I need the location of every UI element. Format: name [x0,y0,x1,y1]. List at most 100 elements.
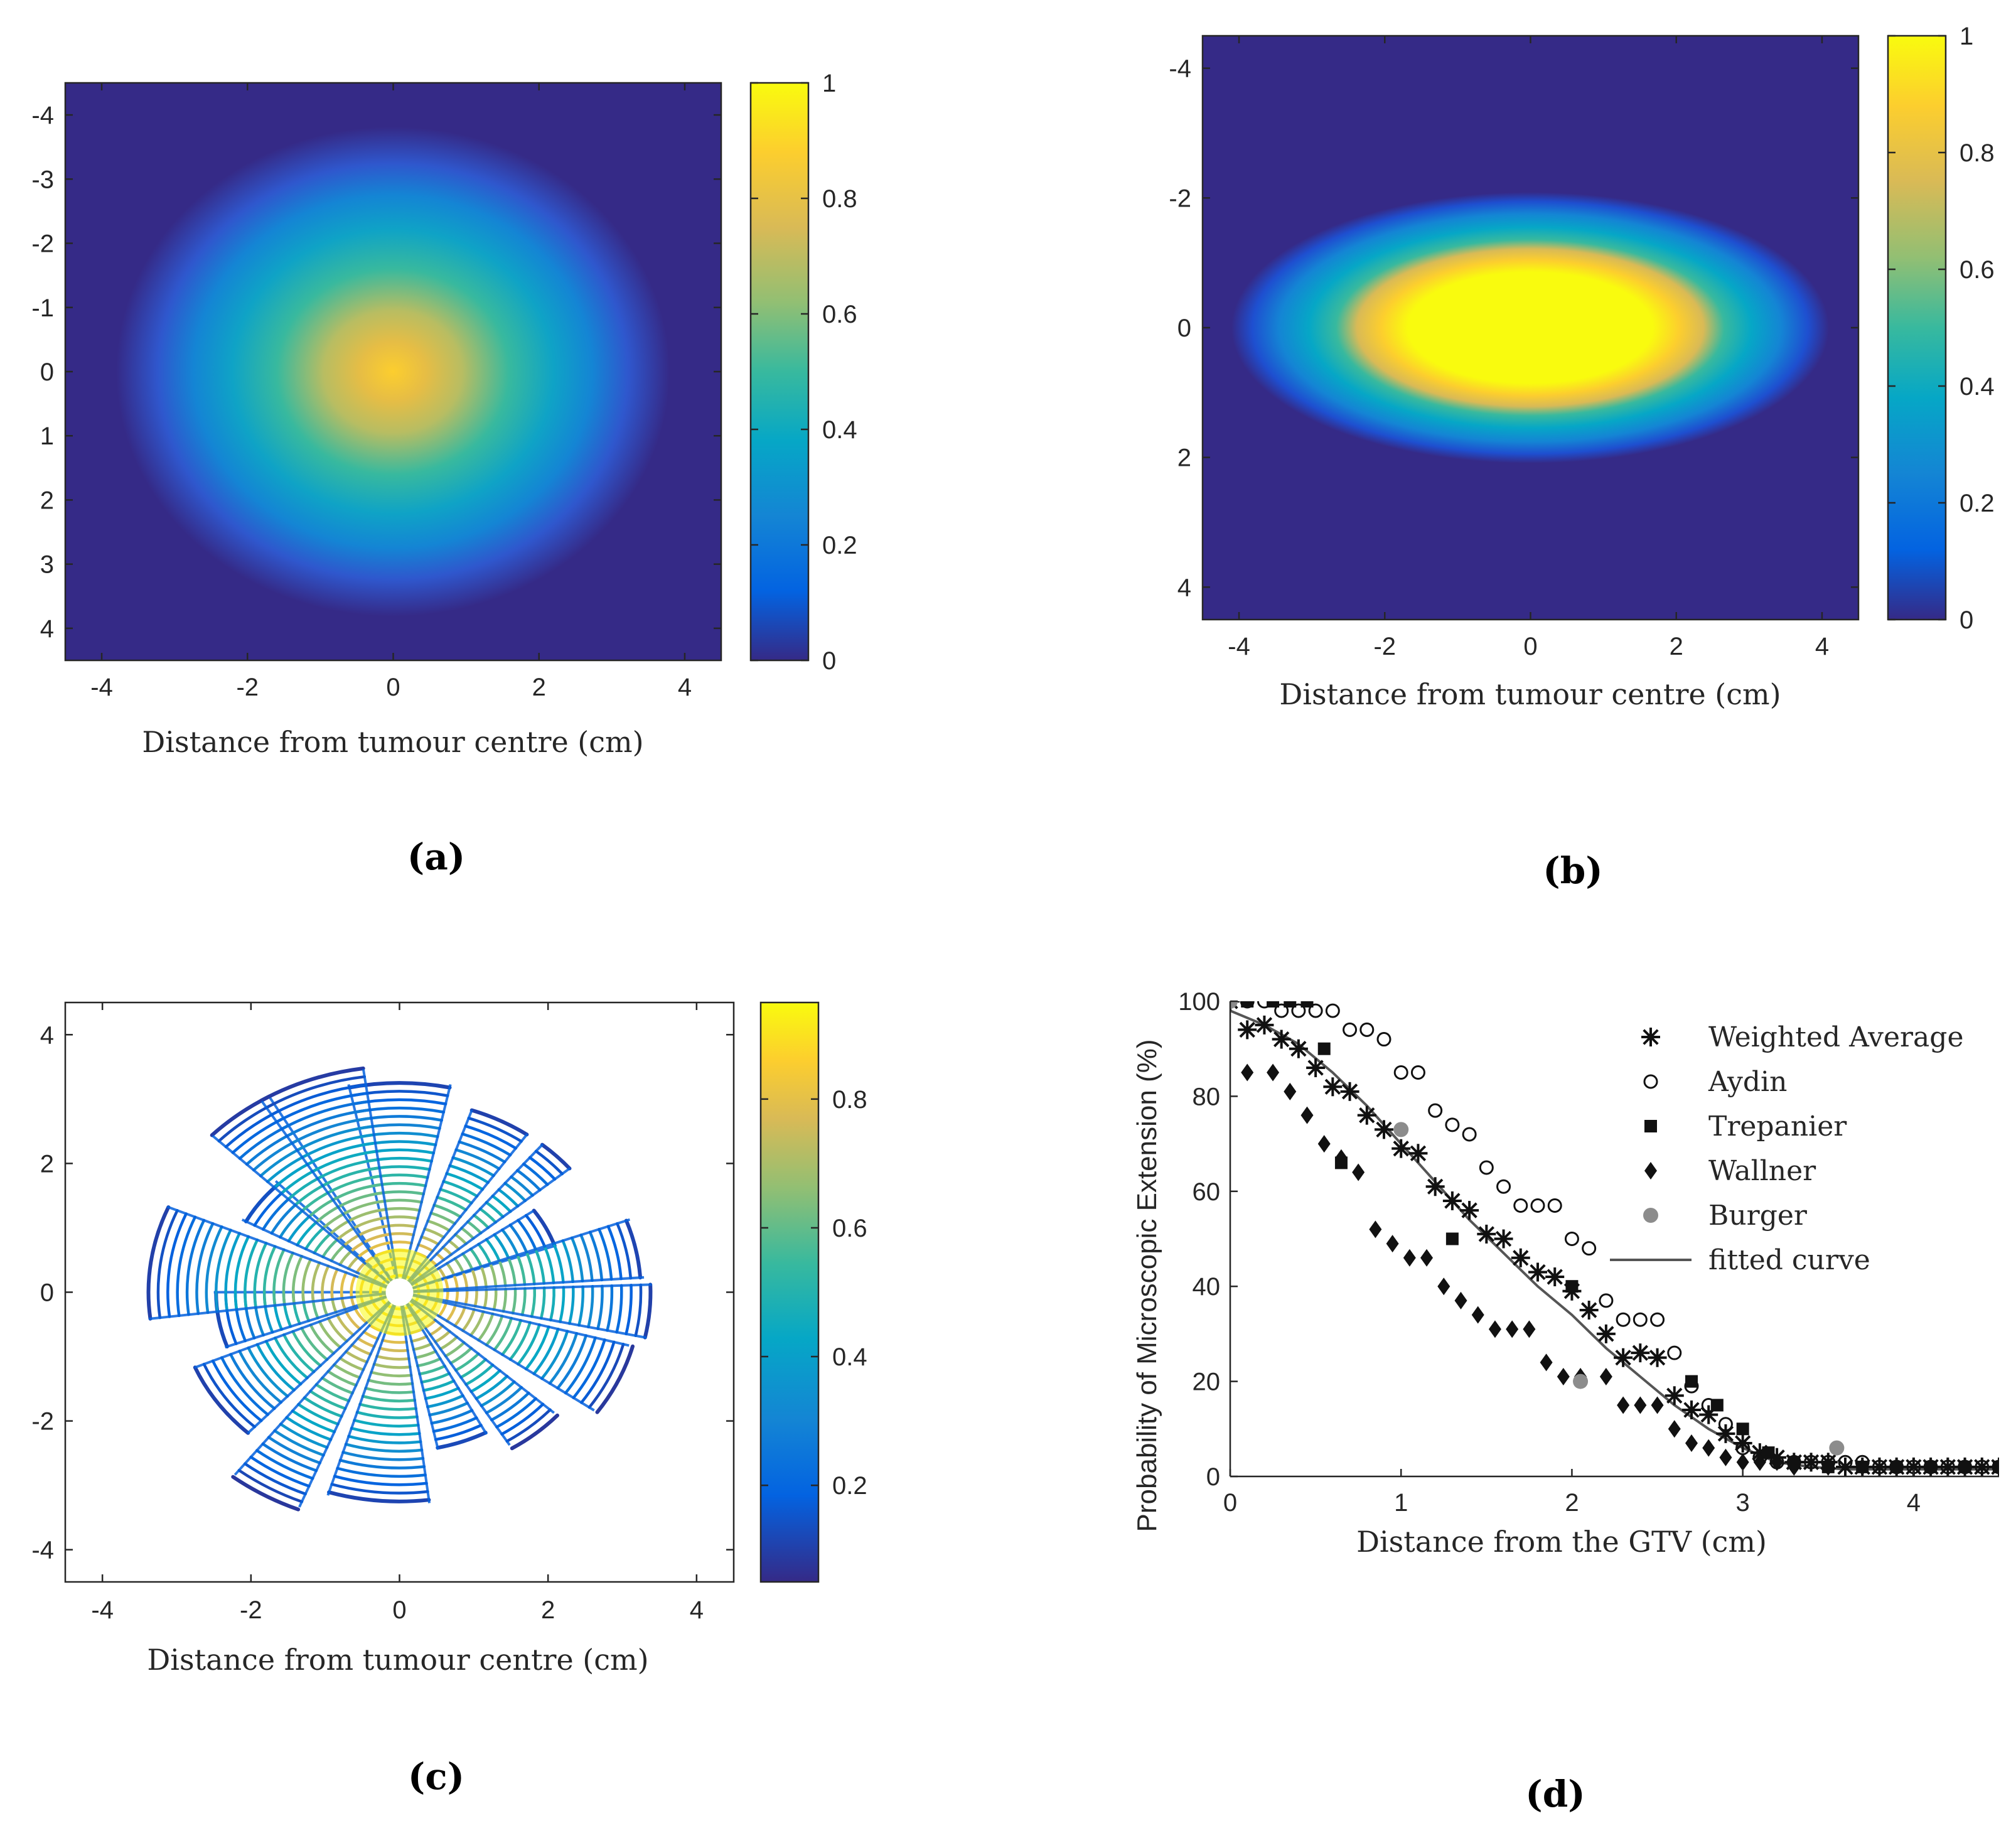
aydin-point [1462,1127,1477,1142]
panel-c-x-tick-label: 0 [392,1596,406,1624]
legend-item: Aydin [1643,1066,1787,1098]
panel-c-wedges [146,1067,653,1512]
weighted-average-point [1238,1020,1257,1040]
wedge-ring-arc [616,1222,633,1280]
aydin-point [1343,1022,1358,1037]
aydin-point [1667,1345,1682,1360]
wedge-ring-arc [461,1132,512,1157]
wedge-ring-arc [505,1408,552,1443]
panel-c-x-tick-label: -4 [91,1596,114,1624]
wedge-ring-arc [311,1149,378,1173]
wedge-ring-arc [338,1458,426,1470]
panel-a-y-ticks: -4 -3 -2 -1 0 1 2 3 4 [31,102,721,643]
panel-b-y-ticks: -4 -2 0 2 4 [1169,55,1858,601]
wedge-ring-arc [490,1391,530,1422]
wallner-point [1617,1396,1630,1414]
wedge-ring-arc [508,1321,532,1361]
wallner-point [1386,1235,1399,1253]
wedge-ring-arc [480,1380,516,1407]
panel-b-label: (b) [1543,849,1602,892]
aydin-point [1718,1417,1733,1432]
weighted-average-point [1614,1348,1633,1367]
wedge-ring-arc [367,1379,414,1386]
panel-c-colorbar-ticks: 0.2 0.4 0.6 0.8 [761,1086,867,1500]
wedge-ring-arc [552,1242,565,1284]
wedge-ring-arc [262,1245,277,1308]
legend-label: fitted curve [1708,1244,1870,1276]
wallner-point [1352,1163,1365,1181]
aydin-point [1804,1454,1819,1470]
legend-label: Trepanier [1708,1110,1847,1142]
wedge-ring-arc [291,1116,373,1145]
panel-d-x-ticks: 0 1 2 3 4 [1223,1469,1921,1517]
weighted-average-point [1836,1457,1855,1476]
aydin-point [1257,1001,1272,1009]
wedge-ring-arc [282,1333,316,1373]
aydin-point [1496,1179,1511,1194]
wedge-ring-arc [215,1228,232,1313]
wallner-point [1856,1458,1869,1476]
panel-c-x-tick-label: -2 [240,1596,262,1624]
wedge-ring-arc [510,1413,559,1451]
wedge-ring-arc [595,1344,635,1414]
trepanier-point [1267,1001,1280,1008]
panel-a-y-tick-label: 0 [40,358,54,386]
panel-a-colorbar-ticks: 0 0.2 0.4 0.6 0.8 1 [751,70,857,675]
wedge-ring-arc [464,1288,469,1306]
wedge-ring-arc [330,1483,429,1495]
weighted-average-point [1648,1348,1667,1367]
panel-c-colorbar [759,1001,820,1583]
wedge-ring-arc [291,1330,322,1367]
wedge-ring-arc [291,1254,303,1305]
wedge-ring-arc [285,1108,372,1138]
wedge-ring-arc [454,1148,501,1171]
wedge-ring-arc [517,1323,541,1366]
wedge-ring-arc [347,1434,422,1444]
trepanier-point [1736,1422,1749,1436]
aydin-point [1393,1065,1408,1080]
panel-c-y-tick-label: 4 [40,1021,54,1049]
panel-a-x-tick-label: 0 [386,674,400,701]
wedge-ring-arc [253,1242,268,1309]
wedge-ring-arc [434,1424,483,1441]
wedge-ring-arc [598,1227,613,1281]
wedge-ring-arc [265,1075,367,1109]
wedge-ring-arc [358,1402,417,1411]
wedge-ring-arc [264,1340,303,1386]
wedge-ring-arc [579,1234,594,1282]
wedge-ring-arc [296,1125,374,1152]
wallner-point [1890,1458,1903,1476]
aydin-point [1838,1454,1853,1470]
wedge-ring-arc [321,1166,381,1188]
legend-label: Wallner [1708,1155,1816,1187]
panel-c-colorbar-tick-label: 0.8 [832,1086,867,1114]
legend-item: fitted curve [1610,1244,1870,1276]
panel-d-x-tick-label: 3 [1736,1489,1750,1517]
panel-c-core-hole [385,1278,414,1306]
aydin-point [1633,1312,1648,1327]
panel-b-x-tick-label: 0 [1523,633,1537,660]
panel-c-label: (c) [408,1755,464,1798]
panel-a-label: (a) [407,836,465,878]
panel-b-colorbar-tick-label: 0.2 [1960,490,1995,517]
wedge-ring-arc [475,1375,509,1400]
wedge-ring-arc [326,1175,382,1195]
weighted-average-point [1641,1028,1660,1046]
panel-d-y-ticks: 100 80 60 40 20 0 [1178,988,1238,1491]
panel-a-y-tick-label: -4 [31,102,54,129]
wedge-ring-arc [224,1232,241,1312]
wedge-ring-arc [306,1141,377,1166]
panel-c-colorbar-tick-label: 0.6 [832,1215,867,1242]
panel-a-colorbar-tick-label: 0 [822,647,836,675]
wedge [398,1291,559,1451]
wedge-ring-arc [309,1323,335,1355]
panel-c-x-label: Distance from tumour centre (cm) [147,1643,648,1677]
wedge-ring-arc [176,1215,197,1318]
wedge-ring-arc [430,1409,474,1425]
wedge-ring-arc [341,1451,425,1461]
weighted-average-point [1272,1029,1291,1049]
weighted-average-point [1665,1386,1684,1406]
wedge-ring-arc [340,1271,348,1300]
wedge-ring-arc [327,1490,431,1503]
weighted-average-point [1408,1144,1428,1163]
